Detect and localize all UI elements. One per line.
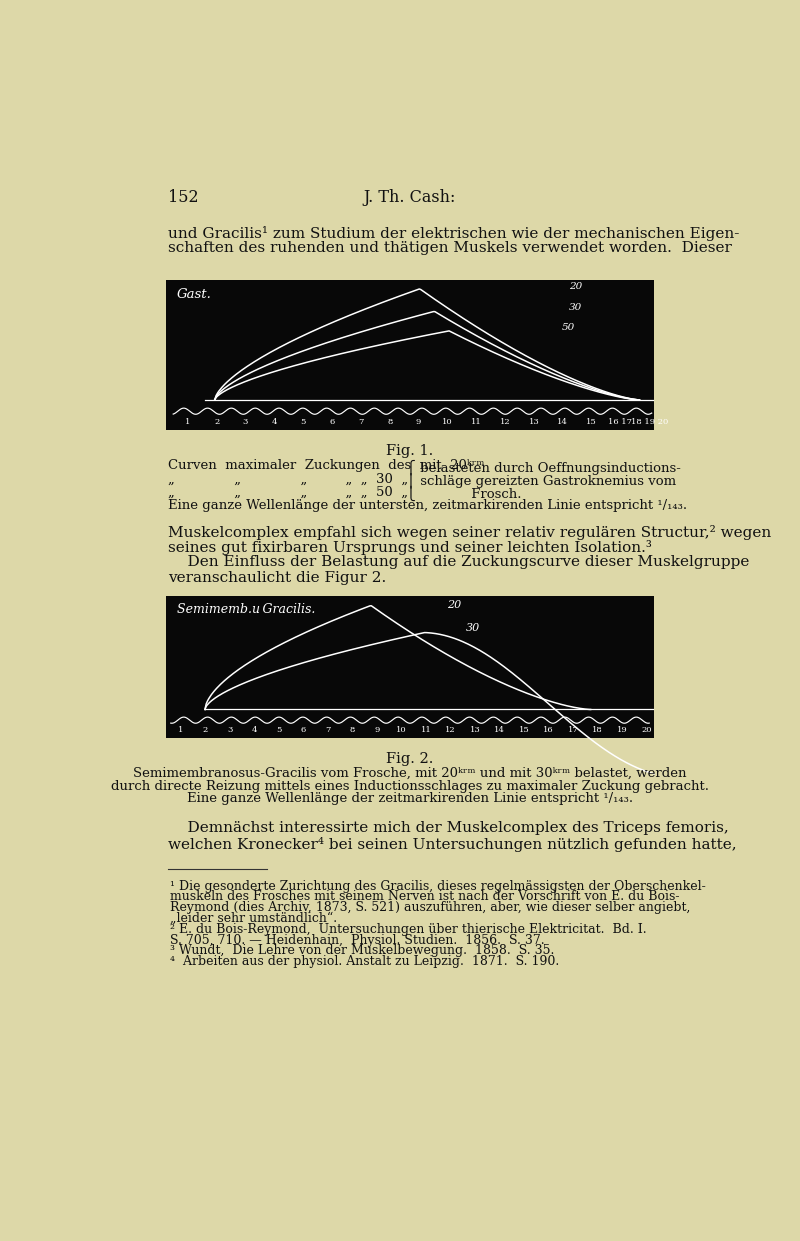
Text: veranschaulicht die Figur 2.: veranschaulicht die Figur 2. — [168, 571, 386, 585]
Text: „              „              „         „  „  30  „: „ „ „ „ „ 30 „ — [168, 473, 408, 485]
Text: 19: 19 — [617, 726, 628, 735]
Text: „              „              „         „  „  50  „: „ „ „ „ „ 50 „ — [168, 485, 408, 499]
Text: 4: 4 — [272, 418, 277, 426]
Text: 17: 17 — [568, 726, 578, 735]
Text: 9: 9 — [416, 418, 422, 426]
Text: 16 17: 16 17 — [609, 418, 633, 426]
Text: schaften des ruhenden und thätigen Muskels verwendet worden.  Dieser: schaften des ruhenden und thätigen Muske… — [168, 241, 732, 256]
Text: 11: 11 — [471, 418, 482, 426]
Text: 13: 13 — [529, 418, 539, 426]
Text: 8: 8 — [387, 418, 392, 426]
Text: 30: 30 — [569, 303, 582, 311]
Text: Eine ganze Wellenlänge der untersten, zeitmarkirenden Linie entspricht ¹/₁₄₃.: Eine ganze Wellenlänge der untersten, ze… — [168, 499, 687, 511]
Text: Muskelcomplex empfahl sich wegen seiner relativ regulären Structur,² wegen: Muskelcomplex empfahl sich wegen seiner … — [168, 525, 771, 540]
Text: Semimemb.u Gracilis.: Semimemb.u Gracilis. — [177, 603, 315, 617]
Text: welchen Kronecker⁴ bei seinen Untersuchungen nützlich gefunden hatte,: welchen Kronecker⁴ bei seinen Untersuchu… — [168, 836, 737, 851]
Text: ¹ Die gesonderte Zurichtung des Gracilis, dieses regelmässigsten der Oberschenke: ¹ Die gesonderte Zurichtung des Gracilis… — [170, 880, 706, 892]
Text: 4: 4 — [251, 726, 257, 735]
Text: Eine ganze Wellenlänge der zeitmarkirenden Linie entspricht ¹/₁₄₃.: Eine ganze Wellenlänge der zeitmarkirend… — [187, 792, 633, 805]
Text: „leider sehr umständlich“.: „leider sehr umständlich“. — [170, 912, 337, 925]
Text: 5: 5 — [301, 418, 306, 426]
Text: 14: 14 — [558, 418, 568, 426]
Text: durch directe Reizung mittels eines Inductionsschlages zu maximaler Zuckung gebr: durch directe Reizung mittels eines Indu… — [111, 779, 709, 793]
Bar — [166, 596, 654, 738]
Text: 7: 7 — [325, 726, 330, 735]
Text: ⎩             Frosch.: ⎩ Frosch. — [406, 485, 522, 501]
Text: Reymond (dies Archiv, 1873, S. 521) auszuführen, aber, wie dieser selber angiebt: Reymond (dies Archiv, 1873, S. 521) ausz… — [170, 901, 690, 915]
Text: 11: 11 — [421, 726, 431, 735]
Text: 5: 5 — [276, 726, 282, 735]
Text: muskeln des Frosches mit seinem Nerven ist nach der Vorschrift von E. du Bois-: muskeln des Frosches mit seinem Nerven i… — [170, 891, 679, 903]
Text: ³ Wundt,  Die Lehre von der Muskelbewegung.  1858.  S. 35.: ³ Wundt, Die Lehre von der Muskelbewegun… — [170, 944, 554, 957]
Text: 15: 15 — [586, 418, 597, 426]
Text: 20: 20 — [642, 726, 652, 735]
Text: ⎪ schläge gereizten Gastroknemius vom: ⎪ schläge gereizten Gastroknemius vom — [406, 473, 676, 488]
Text: 2: 2 — [214, 418, 219, 426]
Text: 2: 2 — [202, 726, 208, 735]
Text: ² E. du Bois-Reymond,  Untersuchungen über thierische Elektricitat.  Bd. I.: ² E. du Bois-Reymond, Untersuchungen übe… — [170, 923, 646, 936]
Text: 152: 152 — [168, 189, 199, 206]
Text: 20: 20 — [569, 282, 582, 292]
Text: ⎧ belasteten durch Oeffnungsinductions-: ⎧ belasteten durch Oeffnungsinductions- — [406, 459, 681, 475]
Text: ⁴  Arbeiten aus der physiol. Anstalt zu Leipzig.  1871.  S. 190.: ⁴ Arbeiten aus der physiol. Anstalt zu L… — [170, 956, 559, 968]
Text: 16: 16 — [543, 726, 554, 735]
Text: Curven  maximaler  Zuckungen  des  mit  20ᵏʳᵐ: Curven maximaler Zuckungen des mit 20ᵏʳᵐ — [168, 459, 485, 473]
Text: 12: 12 — [500, 418, 510, 426]
Text: 14: 14 — [494, 726, 505, 735]
Text: 12: 12 — [445, 726, 456, 735]
Text: S. 705, 710. — Heidenhain,  Physiol. Studien.  1856.  S. 37.: S. 705, 710. — Heidenhain, Physiol. Stud… — [170, 933, 544, 947]
Text: 1: 1 — [178, 726, 183, 735]
Text: seines gut fixirbaren Ursprungs und seiner leichten Isolation.³: seines gut fixirbaren Ursprungs und sein… — [168, 540, 652, 555]
Text: Den Einfluss der Belastung auf die Zuckungscurve dieser Muskelgruppe: Den Einfluss der Belastung auf die Zucku… — [168, 556, 750, 570]
Text: 6: 6 — [301, 726, 306, 735]
Text: 6: 6 — [330, 418, 334, 426]
Text: 1: 1 — [185, 418, 190, 426]
Text: Semimembranosus-Gracilis vom Frosche, mit 20ᵏʳᵐ und mit 30ᵏʳᵐ belastet, werden: Semimembranosus-Gracilis vom Frosche, mi… — [134, 767, 686, 781]
Text: 10: 10 — [442, 418, 453, 426]
Text: Fig. 1.: Fig. 1. — [386, 444, 434, 458]
Text: 20: 20 — [446, 601, 461, 611]
Text: Demnächst interessirte mich der Muskelcomplex des Triceps femoris,: Demnächst interessirte mich der Muskelco… — [168, 822, 729, 835]
Text: 18: 18 — [592, 726, 603, 735]
Text: 18 19 20: 18 19 20 — [630, 418, 668, 426]
Bar — [166, 279, 654, 429]
Text: 10: 10 — [396, 726, 406, 735]
Text: 3: 3 — [227, 726, 232, 735]
Text: 3: 3 — [243, 418, 248, 426]
Text: 9: 9 — [374, 726, 379, 735]
Text: 7: 7 — [358, 418, 363, 426]
Text: 30: 30 — [466, 623, 480, 633]
Text: 8: 8 — [350, 726, 355, 735]
Text: 50: 50 — [562, 323, 574, 331]
Text: Fig. 2.: Fig. 2. — [386, 752, 434, 766]
Text: und Gracilis¹ zum Studium der elektrischen wie der mechanischen Eigen-: und Gracilis¹ zum Studium der elektrisch… — [168, 226, 739, 241]
Text: Gast.: Gast. — [177, 288, 211, 300]
Text: J. Th. Cash:: J. Th. Cash: — [364, 189, 456, 206]
Text: 15: 15 — [518, 726, 530, 735]
Text: 13: 13 — [470, 726, 480, 735]
